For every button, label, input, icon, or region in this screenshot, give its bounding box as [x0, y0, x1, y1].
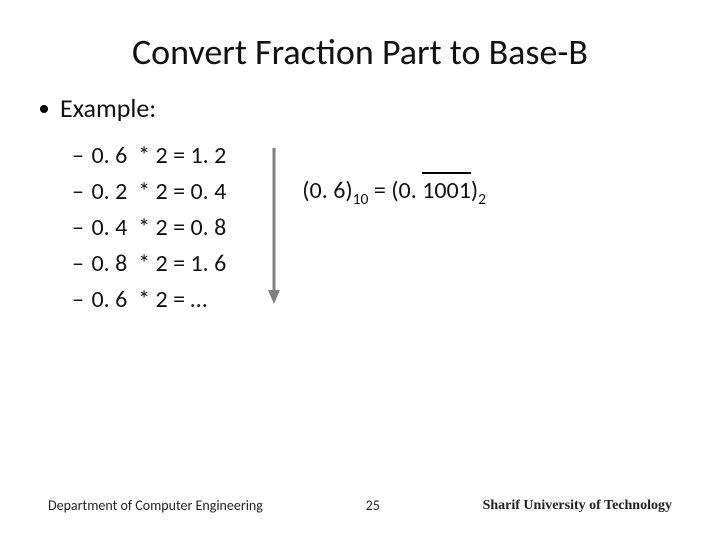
calc-lhs: 0. 6	[91, 141, 127, 170]
calc-op: * 2 =	[138, 285, 185, 314]
dash-icon: –	[70, 174, 86, 210]
page-title: Convert Fraction Part to Base-B	[40, 30, 680, 74]
calculation-block: – 0. 6 * 2 = 1. 2 – 0. 2 * 2 = 0. 4 – 0.…	[70, 138, 226, 318]
page-number: 25	[366, 497, 380, 514]
calc-line: – 0. 8 * 2 = 1. 6	[70, 246, 226, 282]
calc-rhs: 0. 8	[190, 213, 226, 242]
example-heading: Example:	[40, 92, 680, 124]
eq-rhs-sub: 2	[478, 190, 486, 209]
eq-rhs-repeat: 1001	[422, 176, 471, 205]
content-row: – 0. 6 * 2 = 1. 2 – 0. 2 * 2 = 0. 4 – 0.…	[70, 138, 680, 318]
calc-line: – 0. 2 * 2 = 0. 4	[70, 174, 226, 210]
calc-op: * 2 =	[138, 177, 185, 206]
down-arrow-icon	[266, 146, 282, 306]
calc-lhs: 0. 4	[91, 213, 127, 242]
calc-lhs: 0. 2	[91, 177, 127, 206]
eq-lhs-sub: 10	[353, 190, 369, 209]
dash-icon: –	[70, 138, 86, 174]
calc-op: * 2 =	[138, 141, 185, 170]
equation-column: (0. 6)10 = (0. 1001)2	[302, 176, 486, 209]
calc-line: – 0. 4 * 2 = 0. 8	[70, 210, 226, 246]
calc-rhs: 0. 4	[190, 177, 226, 206]
footer-right: Sharif University of Technology	[483, 498, 672, 514]
arrow-column	[266, 146, 282, 306]
eq-lhs-value: (0. 6)	[302, 176, 352, 205]
calc-rhs: …	[190, 285, 207, 314]
dash-icon: –	[70, 210, 86, 246]
dash-icon: –	[70, 282, 86, 318]
calc-rhs: 1. 2	[190, 141, 226, 170]
dash-icon: –	[70, 246, 86, 282]
calc-op: * 2 =	[138, 213, 185, 242]
calc-rhs: 1. 6	[190, 249, 226, 278]
calc-op: * 2 =	[138, 249, 185, 278]
slide: Convert Fraction Part to Base-B Example:…	[0, 0, 720, 540]
example-label-text: Example:	[60, 92, 156, 124]
calc-line: – 0. 6 * 2 = 1. 2	[70, 138, 226, 174]
calc-line: – 0. 6 * 2 = …	[70, 282, 226, 318]
bullet-icon	[40, 105, 48, 113]
result-equation: (0. 6)10 = (0. 1001)2	[302, 176, 486, 209]
eq-rhs-open: (0.	[391, 176, 422, 205]
overline-bar-icon	[422, 172, 471, 174]
calc-lhs: 0. 6	[91, 285, 127, 314]
calc-lhs: 0. 8	[91, 249, 127, 278]
eq-equals: =	[368, 176, 391, 205]
eq-rhs-repeat-wrap: 1001	[422, 176, 471, 205]
footer-left: Department of Computer Engineering	[48, 497, 263, 514]
footer: Department of Computer Engineering 25 Sh…	[0, 497, 720, 514]
